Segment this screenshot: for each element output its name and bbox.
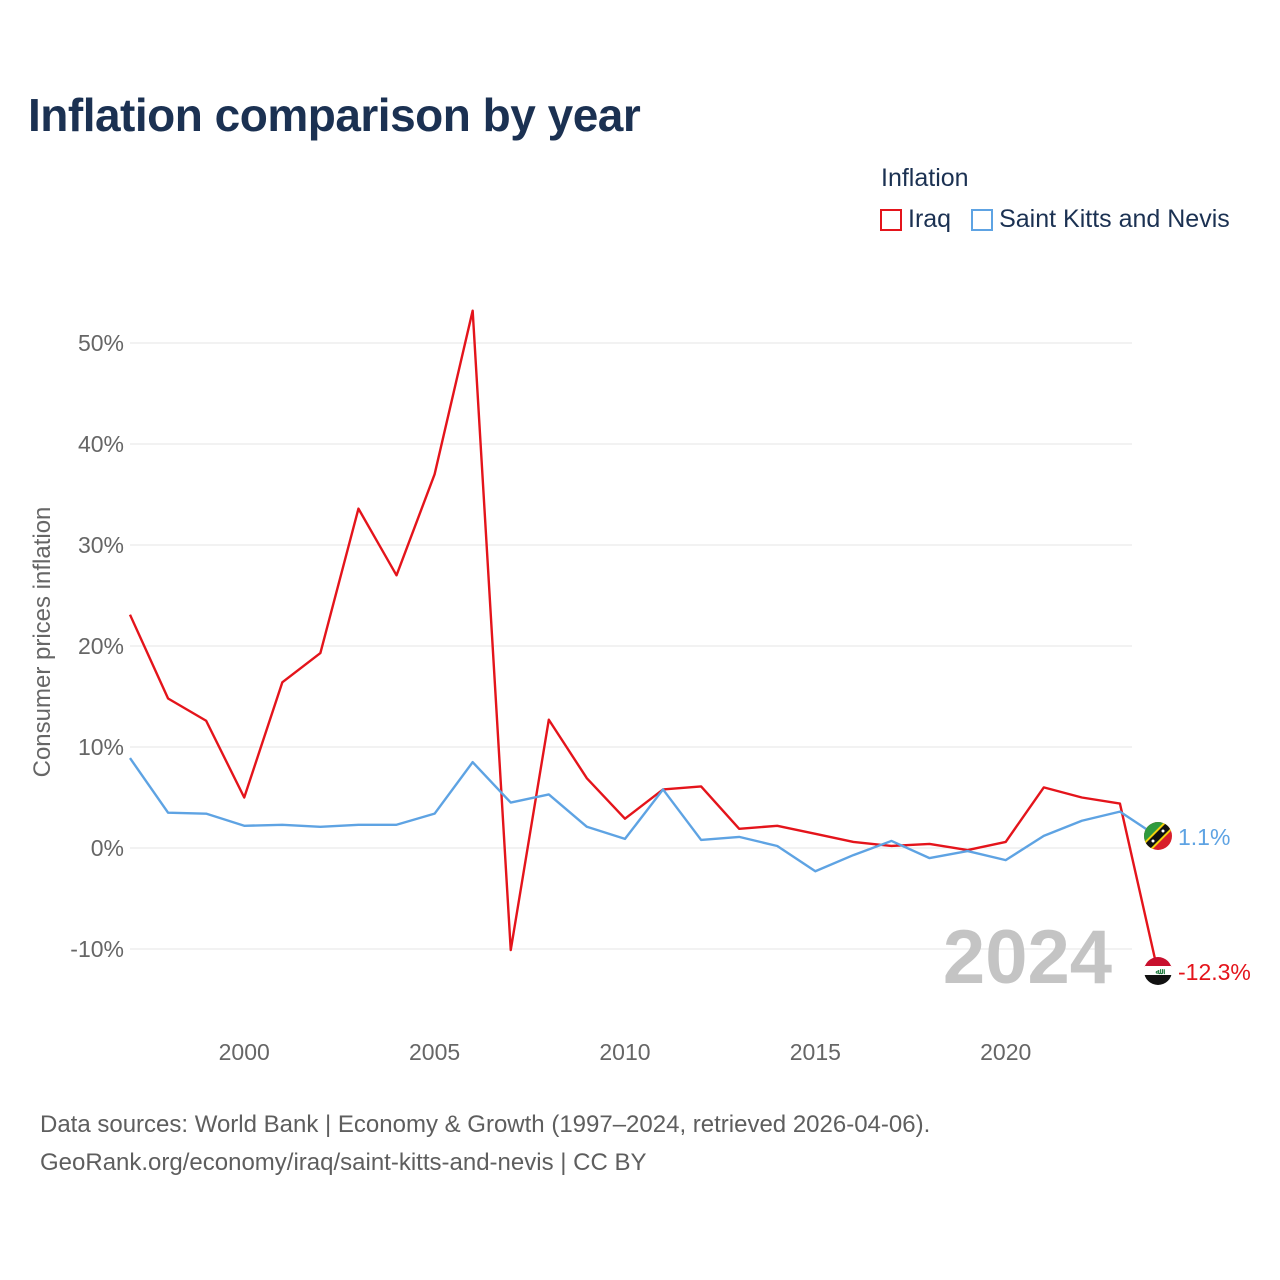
data-point-saint-kitts-and-nevis[interactable] [317,824,323,830]
x-tick-label: 2015 [790,1039,841,1065]
legend-title: Inflation [881,164,969,192]
legend-item-saint-kitts-and-nevis[interactable]: Saint Kitts and Nevis [971,205,1230,234]
data-point-saint-kitts-and-nevis[interactable] [508,800,514,806]
saint-kitts-flag-icon [1144,822,1172,850]
gridlines [130,342,1132,950]
data-point-saint-kitts-and-nevis[interactable] [1003,857,1009,863]
y-tick-label: 50% [78,330,124,356]
x-tick-label: 2010 [599,1039,650,1065]
y-tick-label: 0% [91,835,124,861]
iraq-flag-icon: ﷲ [1144,957,1172,985]
data-point-saint-kitts-and-nevis[interactable] [660,786,666,792]
data-point-iraq[interactable] [812,831,818,837]
data-point-iraq[interactable] [698,783,704,789]
series-line-iraq[interactable] [128,309,1160,973]
footer-credit[interactable]: GeoRank.org/economy/iraq/saint-kitts-and… [40,1149,647,1176]
x-tick-label: 2000 [219,1039,270,1065]
chart-title: Inflation comparison by year [28,89,641,141]
data-point-iraq[interactable] [850,839,856,845]
end-labels: -12.3% 1.1% [1178,824,1251,985]
data-point-iraq[interactable] [1117,801,1123,807]
data-point-iraq[interactable] [470,308,476,314]
data-point-iraq[interactable] [127,612,133,618]
legend: Iraq Saint Kitts and Nevis [880,205,1250,234]
data-point-saint-kitts-and-nevis[interactable] [965,848,971,854]
y-axis-label: Consumer prices inflation [29,507,56,778]
data-point-iraq[interactable] [241,795,247,801]
data-point-iraq[interactable] [1003,839,1009,845]
data-point-saint-kitts-and-nevis[interactable] [432,811,438,817]
data-point-iraq[interactable] [774,823,780,829]
footer-sources: Data sources: World Bank | Economy & Gro… [40,1111,931,1138]
data-point-saint-kitts-and-nevis[interactable] [394,822,400,828]
data-point-saint-kitts-and-nevis[interactable] [1041,833,1047,839]
data-point-saint-kitts-and-nevis[interactable] [698,837,704,843]
data-point-saint-kitts-and-nevis[interactable] [584,824,590,830]
data-point-saint-kitts-and-nevis[interactable] [850,852,856,858]
data-point-saint-kitts-and-nevis[interactable] [1117,809,1123,815]
y-tick-label: -10% [70,936,124,962]
legend-label-saint-kitts-and-nevis: Saint Kitts and Nevis [999,205,1230,233]
legend-item-iraq[interactable]: Iraq [880,205,951,234]
data-point-saint-kitts-and-nevis[interactable] [888,838,894,844]
data-point-saint-kitts-and-nevis[interactable] [774,843,780,849]
end-label-iraq: -12.3% [1178,959,1251,985]
year-watermark: 2024 [943,915,1112,1000]
end-label-saint-kitts-and-nevis: 1.1% [1178,824,1230,850]
data-point-iraq[interactable] [584,775,590,781]
data-point-saint-kitts-and-nevis[interactable] [127,755,133,761]
y-tick-label: 20% [78,633,124,659]
data-point-saint-kitts-and-nevis[interactable] [927,855,933,861]
x-tick-label: 2005 [409,1039,460,1065]
data-point-saint-kitts-and-nevis[interactable] [1079,818,1085,824]
data-point-iraq[interactable] [203,718,209,724]
series-lines [127,308,1160,973]
data-point-saint-kitts-and-nevis[interactable] [165,810,171,816]
legend-swatch-saint-kitts-and-nevis [971,208,994,231]
data-point-saint-kitts-and-nevis[interactable] [546,791,552,797]
y-tick-label: 10% [78,734,124,760]
data-point-iraq[interactable] [432,471,438,477]
data-point-iraq[interactable] [165,696,171,702]
data-point-iraq[interactable] [622,816,628,822]
data-point-saint-kitts-and-nevis[interactable] [355,822,361,828]
data-point-saint-kitts-and-nevis[interactable] [241,823,247,829]
legend-swatch-iraq [880,208,902,231]
data-point-iraq[interactable] [317,650,323,656]
data-point-saint-kitts-and-nevis[interactable] [736,834,742,840]
data-point-saint-kitts-and-nevis[interactable] [279,822,285,828]
data-point-iraq[interactable] [1079,795,1085,801]
y-tick-label: 40% [78,431,124,457]
series-line-saint-kitts-and-nevis[interactable] [129,757,1159,873]
data-point-iraq[interactable] [927,841,933,847]
data-point-saint-kitts-and-nevis[interactable] [622,836,628,842]
data-point-iraq[interactable] [546,717,552,723]
axes: -10% 0% 10% 20% 30% 40% 50% 2000 2005 2010 2015 202… [70,330,1031,1065]
footer: Data sources: World Bank | Economy & Gro… [40,1106,930,1182]
data-point-saint-kitts-and-nevis[interactable] [470,759,476,765]
data-point-saint-kitts-and-nevis[interactable] [812,868,818,874]
data-point-iraq[interactable] [394,572,400,578]
data-point-iraq[interactable] [1041,784,1047,790]
data-point-iraq[interactable] [355,506,361,512]
data-point-iraq[interactable] [736,826,742,832]
x-tick-label: 2020 [980,1039,1031,1065]
data-point-iraq[interactable] [508,947,514,953]
data-point-iraq[interactable] [279,679,285,685]
y-tick-label: 30% [78,532,124,558]
legend-label-iraq: Iraq [908,205,952,233]
data-point-saint-kitts-and-nevis[interactable] [203,811,209,817]
